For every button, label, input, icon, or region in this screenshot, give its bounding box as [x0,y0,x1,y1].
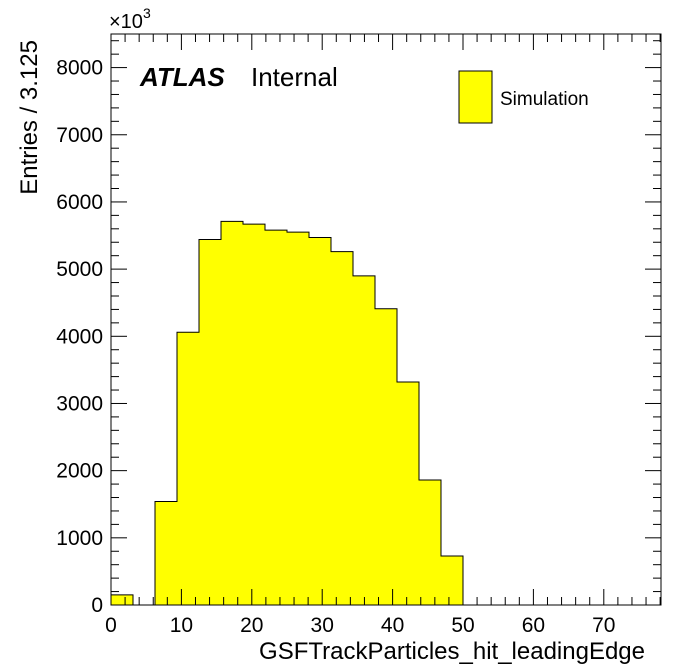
histogram-bar [243,224,265,605]
internal-label: Internal [251,62,338,92]
x-tick-label: 20 [240,614,263,637]
histogram-bar [397,381,419,605]
x-axis-title: GSFTrackParticles_hit_leadingEdge [259,638,645,665]
x-tick-label: 10 [170,614,193,637]
x-axis-ticks: 0 10 20 30 40 50 60 70 [105,34,661,637]
histogram-bar [199,239,221,605]
histogram-bar [441,555,463,605]
histogram-bar [309,237,331,605]
plot-frame [110,33,662,606]
y-tick-label: 0 [91,594,103,617]
x-tick-label: 30 [311,614,334,637]
histogram-bars [110,220,661,606]
y-tick-label: 7000 [56,124,103,147]
y-axis-title: Entries / 3.125 [16,40,43,195]
histogram-bar [265,230,287,606]
x-tick-label: 60 [522,614,545,637]
y-tick-label: 2000 [56,460,103,483]
histogram-bar [331,251,353,605]
x-tick-label: 40 [381,614,404,637]
legend-swatch [458,70,493,124]
histogram-bar [155,501,177,605]
y-tick-label: 8000 [56,57,103,80]
legend: Simulation [458,70,589,124]
histogram-bar [177,332,199,605]
y-axis-multiplier: ×103 [109,5,151,33]
y-tick-label: 6000 [56,191,103,214]
histogram-bar [375,308,397,605]
x-tick-label: 50 [451,614,474,637]
histogram-bar [419,480,441,605]
histogram-bar [287,232,309,605]
y-tick-label: 3000 [56,392,103,415]
x-tick-label: 0 [105,614,117,637]
histogram-bar [111,594,133,605]
y-tick-label: 1000 [56,527,103,550]
atlas-label: ATLAS [139,62,225,92]
y-axis-ticks: 0 1000 2000 3000 4000 5000 6000 7000 8000 [56,40,661,617]
legend-entry-simulation: Simulation [500,89,589,110]
y-tick-label: 4000 [56,325,103,348]
histogram-bar [353,275,375,605]
y-tick-label: 5000 [56,258,103,281]
x-tick-label: 70 [592,614,615,637]
histogram-bar [221,221,243,605]
